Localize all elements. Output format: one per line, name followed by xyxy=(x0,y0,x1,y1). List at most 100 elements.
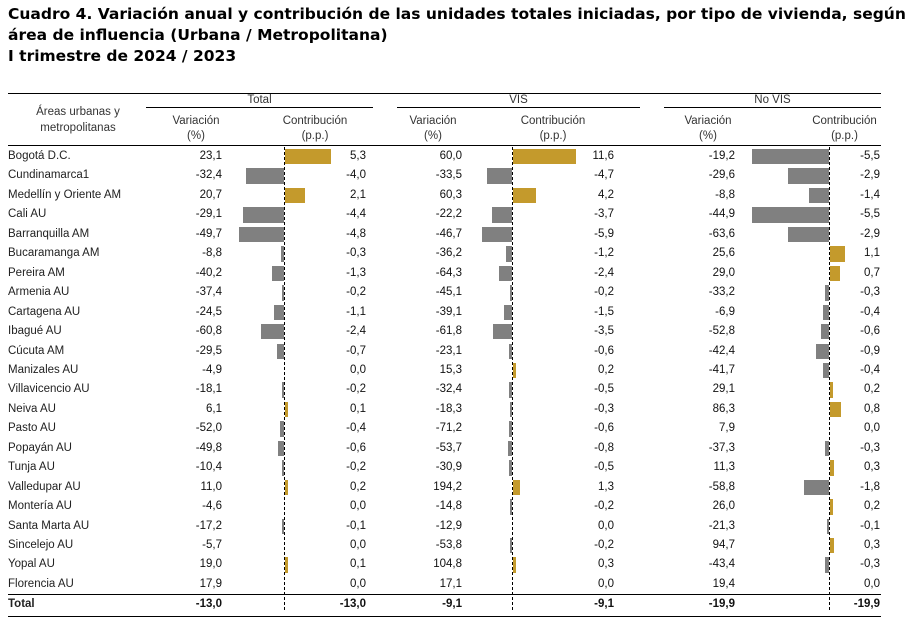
contribucion-value-novis: -0,6 xyxy=(860,325,880,338)
variacion-value-total: -4,6 xyxy=(202,500,222,513)
contribution-bar-novis xyxy=(816,343,829,359)
contribucion-value-total: -13,0 xyxy=(339,598,366,611)
contribution-bar-vis xyxy=(513,479,521,496)
variacion-value-total: 20,7 xyxy=(199,188,222,201)
variacion-value-vis: -32,4 xyxy=(435,383,462,396)
contribucion-value-novis: -0,9 xyxy=(860,344,880,357)
contribution-bar-vis xyxy=(482,226,512,243)
contribution-bar-vis xyxy=(509,401,512,418)
row-label: Medellín y Oriente AM xyxy=(8,188,122,201)
contribucion-value-total: -0,4 xyxy=(346,422,366,435)
variacion-value-total: 17,9 xyxy=(199,577,222,590)
contribution-bar-total xyxy=(239,226,284,243)
contribucion-value-total: -0,7 xyxy=(346,344,366,357)
contribution-bar-vis xyxy=(505,246,512,262)
contribution-bar-novis xyxy=(823,362,829,379)
contribucion-value-novis: -2,9 xyxy=(860,227,880,240)
contribution-bar-novis xyxy=(830,265,840,282)
table-title: Cuadro 4. Variación anual y contribución… xyxy=(8,4,906,67)
variacion-value-vis: -45,1 xyxy=(435,286,462,299)
contribucion-value-total: -0,2 xyxy=(346,286,366,299)
row-label: Bogotá D.C. xyxy=(8,150,71,162)
variacion-value-total: -37,4 xyxy=(195,286,222,299)
row-label: Pereira AM xyxy=(8,266,65,279)
contribucion-value-total: 0,2 xyxy=(350,480,366,493)
table-bottom-rule xyxy=(8,615,881,617)
contribucion-value-vis: -9,1 xyxy=(594,598,614,611)
variacion-value-vis: -18,3 xyxy=(435,402,462,415)
row-label: Barranquilla AM xyxy=(8,227,90,240)
contribucion-value-vis: -4,7 xyxy=(594,169,614,182)
contribucion-value-vis: -3,7 xyxy=(594,208,614,221)
contribucion-value-novis: 0,0 xyxy=(864,577,880,590)
total-row-label: Total xyxy=(8,598,35,611)
contribucion-value-vis: -0,5 xyxy=(594,461,614,474)
variacion-value-novis: -44,9 xyxy=(708,208,735,221)
contribution-bar-total xyxy=(285,401,288,418)
zero-axis-total xyxy=(284,147,285,610)
variacion-value-novis: -33,2 xyxy=(708,286,735,299)
contribution-bar-total xyxy=(281,382,284,398)
variacion-value-total: -40,2 xyxy=(195,266,222,279)
contribution-bar-vis xyxy=(509,538,512,554)
contribution-bar-vis xyxy=(503,304,512,321)
total-top-rule xyxy=(8,594,881,596)
title-line-3: I trimestre de 2024 / 2023 xyxy=(8,47,237,65)
contribucion-value-novis: 0,8 xyxy=(864,402,880,415)
contribution-bar-novis xyxy=(830,460,835,476)
contribucion-header-novis: Contribución xyxy=(812,115,877,127)
variacion-value-vis: -64,3 xyxy=(435,266,462,279)
row-label: Bucaramanga AM xyxy=(8,247,100,260)
contribucion-value-total: -1,3 xyxy=(346,266,366,279)
contribucion-value-total: 0,1 xyxy=(350,402,366,415)
variacion-value-vis: -9,1 xyxy=(442,598,462,611)
contribution-bar-vis xyxy=(508,343,512,359)
variacion-value-total: 6,1 xyxy=(206,402,222,415)
contribucion-value-vis: -0,6 xyxy=(594,422,614,435)
variacion-value-novis: 7,9 xyxy=(719,422,735,435)
row-label: Santa Marta AU xyxy=(8,519,90,532)
contribucion-unit-vis: (p.p.) xyxy=(539,130,567,142)
contribution-bar-total xyxy=(285,187,305,204)
contribucion-value-novis: -1,4 xyxy=(860,188,880,201)
contribution-bar-total xyxy=(280,421,284,437)
contribution-bar-vis xyxy=(509,285,512,301)
variacion-value-vis: -53,7 xyxy=(435,441,462,454)
contribucion-unit-total: (p.p.) xyxy=(301,130,329,142)
variacion-value-vis: 17,1 xyxy=(439,577,462,590)
contribucion-header-total: Contribución xyxy=(282,115,348,127)
variacion-value-novis: 25,6 xyxy=(712,247,735,260)
variacion-value-novis: -63,6 xyxy=(708,227,735,240)
variacion-value-vis: 60,0 xyxy=(439,150,462,162)
contribution-bar-novis xyxy=(830,538,835,554)
contribucion-value-vis: 0,0 xyxy=(598,519,614,532)
contribution-bar-vis xyxy=(509,382,512,398)
contribucion-value-novis: 0,7 xyxy=(864,266,880,279)
contribution-bar-novis xyxy=(809,187,829,204)
row-label: Montería AU xyxy=(8,500,72,513)
row-label: Neiva AU xyxy=(8,402,56,415)
row-label: Florencia AU xyxy=(8,577,74,590)
contribucion-value-novis: -0,1 xyxy=(860,519,880,532)
contribution-bar-total xyxy=(285,557,288,573)
variacion-value-vis: -61,8 xyxy=(435,325,462,338)
contribucion-value-vis: -3,5 xyxy=(594,325,614,338)
contribucion-value-novis: -0,3 xyxy=(860,558,880,571)
contribution-bar-novis xyxy=(826,518,829,534)
contribution-bar-vis xyxy=(513,187,536,204)
contribucion-value-vis: -0,2 xyxy=(594,500,614,513)
contribucion-value-vis: -1,2 xyxy=(594,247,614,260)
variacion-value-vis: 194,2 xyxy=(433,480,462,493)
contribucion-value-total: -4,0 xyxy=(346,169,366,182)
variacion-value-total: -24,5 xyxy=(195,305,222,318)
contribution-bar-vis xyxy=(493,324,512,340)
contribucion-value-total: 0,1 xyxy=(350,558,366,571)
row-label: Popayán AU xyxy=(8,441,72,454)
contribucion-value-novis: -2,9 xyxy=(860,169,880,182)
row-label: Armenia AU xyxy=(8,286,70,299)
contribucion-value-vis: 11,6 xyxy=(592,150,614,162)
variacion-value-novis: -43,4 xyxy=(708,558,735,571)
variacion-value-novis: 29,1 xyxy=(712,383,735,396)
variacion-value-total: -13,0 xyxy=(195,598,222,611)
contribucion-value-vis: -0,3 xyxy=(594,402,614,415)
